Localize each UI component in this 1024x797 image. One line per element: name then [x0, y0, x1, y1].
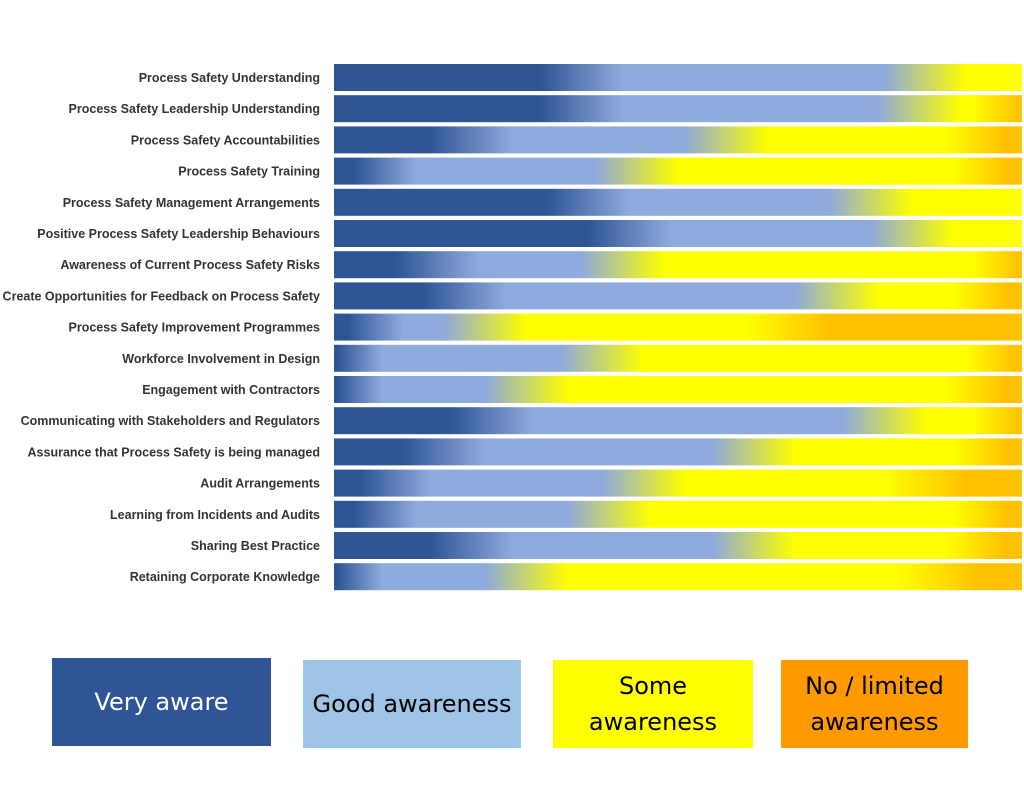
category-label-audit-arrangements: Audit Arrangements	[200, 477, 320, 491]
bar-communicating-with-stakeholders-and-regulators	[334, 407, 1022, 435]
category-label-process-safety-improvement-programmes: Process Safety Improvement Programmes	[69, 321, 321, 335]
category-label-create-opportunities-for-feedback-on-process-safety: Create Opportunities for Feedback on Pro…	[3, 289, 320, 303]
category-label-awareness-of-current-process-safety-risks: Awareness of Current Process Safety Risk…	[60, 258, 320, 272]
category-labels: Process Safety Understanding Process Safe…	[3, 71, 321, 584]
category-label-process-safety-leadership-understanding: Process Safety Leadership Understanding	[69, 102, 320, 116]
bar-process-safety-improvement-programmes	[334, 313, 1022, 341]
bar-create-opportunities-for-feedback-on-process-safety	[334, 282, 1022, 310]
bar-assurance-that-process-safety-is-being-managed	[334, 438, 1022, 466]
bar-retaining-corporate-knowledge	[334, 563, 1022, 591]
category-label-process-safety-training: Process Safety Training	[178, 165, 320, 179]
bar-process-safety-understanding	[334, 64, 1022, 91]
legend-label-good-awareness: Good awareness	[312, 690, 512, 718]
category-label-workforce-involvement-in-design: Workforce Involvement in Design	[122, 352, 320, 366]
legend-no-limited-awareness: No / limited awareness	[781, 660, 968, 748]
bar-process-safety-management-arrangements	[334, 188, 1022, 216]
category-label-retaining-corporate-knowledge: Retaining Corporate Knowledge	[130, 570, 320, 584]
bar-awareness-of-current-process-safety-risks	[334, 251, 1022, 279]
legend-some-awareness: Some awareness	[553, 660, 753, 748]
legend-good-awareness: Good awareness	[303, 660, 521, 748]
bar-workforce-involvement-in-design	[334, 344, 1022, 372]
bar-process-safety-leadership-understanding	[334, 95, 1022, 123]
bar-audit-arrangements	[334, 469, 1022, 497]
bar-engagement-with-contractors	[334, 376, 1022, 403]
bar-process-safety-accountabilities	[334, 126, 1022, 154]
legend-label-very-aware: Very aware	[94, 688, 229, 716]
category-label-engagement-with-contractors: Engagement with Contractors	[142, 383, 320, 397]
bars	[334, 64, 1022, 591]
bar-learning-from-incidents-and-audits	[334, 500, 1022, 528]
category-label-process-safety-accountabilities: Process Safety Accountabilities	[131, 133, 320, 147]
bar-sharing-best-practice	[334, 532, 1022, 559]
category-label-learning-from-incidents-and-audits: Learning from Incidents and Audits	[110, 508, 320, 522]
category-label-process-safety-management-arrangements: Process Safety Management Arrangements	[63, 196, 320, 210]
bar-process-safety-training	[334, 157, 1022, 185]
category-label-sharing-best-practice: Sharing Best Practice	[191, 539, 320, 553]
legend-very-aware: Very aware	[52, 658, 271, 746]
legend-label-no-limited-awareness: No / limited awareness	[805, 672, 944, 736]
category-label-process-safety-understanding: Process Safety Understanding	[139, 71, 320, 85]
category-label-positive-process-safety-leadership-behaviours: Positive Process Safety Leadership Behav…	[37, 227, 320, 241]
legend-label-some-awareness: Some awareness	[588, 672, 718, 736]
category-label-communicating-with-stakeholders-and-regulators: Communicating with Stakeholders and Regu…	[21, 414, 320, 428]
category-label-assurance-that-process-safety-is-being-managed: Assurance that Process Safety is being m…	[28, 445, 320, 459]
bar-positive-process-safety-leadership-behaviours	[334, 220, 1022, 247]
